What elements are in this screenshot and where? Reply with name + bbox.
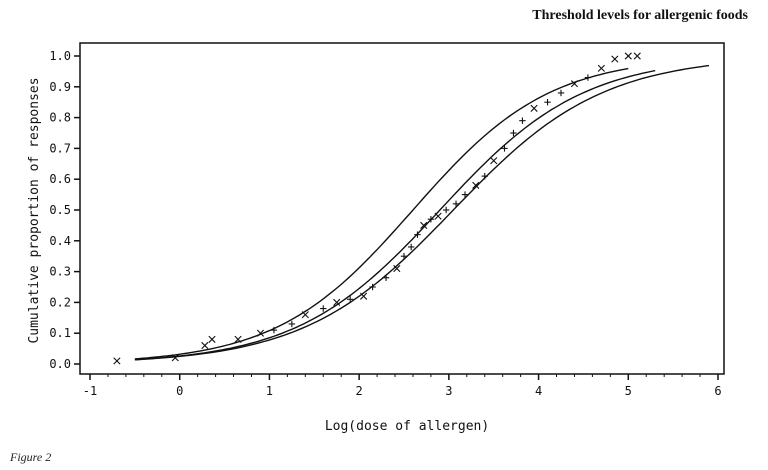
- data-point: [113, 357, 121, 365]
- x-tick-label: 2: [356, 384, 363, 398]
- data-point: [400, 253, 408, 260]
- data-point: [256, 329, 265, 337]
- data-point: [544, 99, 551, 106]
- x-axis-label: Log(dose of allergen): [325, 419, 489, 434]
- data-point: [301, 311, 309, 319]
- curve-lower-bound: [134, 64, 710, 361]
- y-tick-label: 0.4: [49, 234, 71, 248]
- data-point: [461, 191, 469, 198]
- data-point: [481, 172, 488, 180]
- data-point: [407, 243, 415, 251]
- data-point: [490, 157, 498, 165]
- y-tick-label: 1.0: [49, 49, 71, 63]
- data-point: [420, 221, 428, 229]
- x-tick-label: 0: [176, 384, 183, 398]
- data-point: [624, 52, 632, 60]
- data-point: [557, 89, 565, 97]
- y-tick-label: 0.5: [49, 203, 71, 217]
- data-point: [501, 145, 508, 152]
- y-tick-label: 0.1: [49, 326, 71, 340]
- y-tick-label: 0.8: [49, 111, 71, 125]
- curves: [134, 64, 710, 361]
- data-point: [208, 335, 216, 343]
- data-point: [434, 212, 442, 220]
- y-axis-label: Cumulative proportion of responses: [27, 77, 42, 343]
- y-tick-label: 0.2: [49, 295, 71, 309]
- y-axis: 0.0 0.1 0.2 0.3 0.4 0.5 0.6 0.7 0.8 0.9 1.0: [49, 49, 80, 371]
- data-point: [510, 129, 517, 137]
- y-tick-label: 0.6: [49, 172, 71, 186]
- data-point: [270, 326, 278, 334]
- data-point: [201, 341, 209, 350]
- data-point: [414, 231, 421, 238]
- data-point: [584, 74, 592, 81]
- data-point: [393, 264, 401, 273]
- x-tick-label: 4: [535, 384, 542, 398]
- data-point: [427, 216, 435, 223]
- data-point: [452, 200, 460, 208]
- data-point: [382, 274, 390, 281]
- x-tick-label: 1: [266, 384, 273, 398]
- x-tick-label: 3: [445, 384, 452, 398]
- data-point: [288, 320, 296, 328]
- data-point: [472, 181, 480, 189]
- data-point: [346, 296, 354, 303]
- data-point: [597, 64, 605, 72]
- y-tick-label: 0.7: [49, 141, 71, 155]
- y-tick-label: 0.3: [49, 265, 71, 279]
- data-point: [633, 52, 641, 60]
- data-point: [442, 206, 450, 214]
- data-point: [360, 292, 368, 300]
- y-tick-label: 0.0: [49, 357, 71, 371]
- x-axis: -1 0 1 2 3 4 5 6: [83, 374, 722, 398]
- data-points: [113, 52, 641, 365]
- data-point: [333, 298, 341, 306]
- running-title: Threshold levels for allergenic foods: [532, 8, 748, 23]
- figure-caption: Figure 2: [10, 450, 52, 464]
- data-point: [234, 335, 242, 343]
- data-point: [320, 305, 327, 312]
- data-point: [171, 354, 179, 362]
- data-point: [369, 283, 376, 291]
- x-tick-label: 6: [714, 384, 721, 398]
- data-point: [611, 55, 619, 63]
- x-tick-label: -1: [83, 384, 97, 398]
- plot-frame: [79, 42, 725, 375]
- data-point: [519, 117, 526, 124]
- curve-fitted: [134, 69, 656, 361]
- y-tick-label: 0.9: [49, 80, 71, 94]
- data-point: [570, 80, 579, 88]
- data-point: [530, 104, 538, 112]
- curve-upper-bound: [134, 67, 629, 360]
- x-tick-label: 5: [625, 384, 632, 398]
